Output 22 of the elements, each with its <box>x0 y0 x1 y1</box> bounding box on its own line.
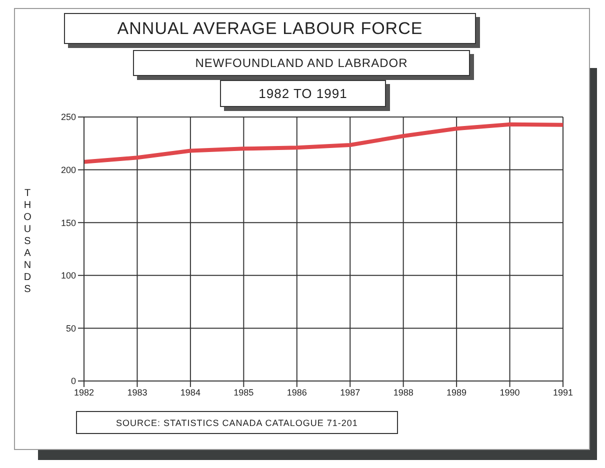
y-tick-label: 50 <box>66 323 76 334</box>
y-tick-label: 250 <box>60 112 76 122</box>
line-series <box>84 122 563 164</box>
source-note: SOURCE: STATISTICS CANADA CATALOGUE 71-201 <box>76 411 398 434</box>
x-tick-label: 1989 <box>446 387 467 398</box>
y-tick-label: 200 <box>60 164 76 175</box>
x-tick-label: 1990 <box>500 387 520 398</box>
x-tick-label: 1985 <box>234 387 254 398</box>
x-tick-label: 1987 <box>340 387 360 398</box>
y-tick-label: 100 <box>60 270 76 281</box>
text: 1982 TO 1991 <box>220 80 386 107</box>
x-tick-label: 1988 <box>393 387 414 398</box>
y-tick-label: 0 <box>70 376 76 386</box>
x-tick-label: 1983 <box>127 387 148 398</box>
y-axis-title: THOUSANDS <box>22 188 33 296</box>
y-tick-label: 150 <box>60 218 76 228</box>
chart-subtitle: NEWFOUNDLAND AND LABRADOR <box>133 50 470 76</box>
x-tick-label: 1984 <box>180 387 200 398</box>
x-tick-label: 1986 <box>286 387 307 398</box>
x-tick-label: 1982 <box>74 387 94 398</box>
chart-title: ANNUAL AVERAGE LABOUR FORCE <box>64 13 476 44</box>
x-tick-label: 1991 <box>552 387 574 398</box>
